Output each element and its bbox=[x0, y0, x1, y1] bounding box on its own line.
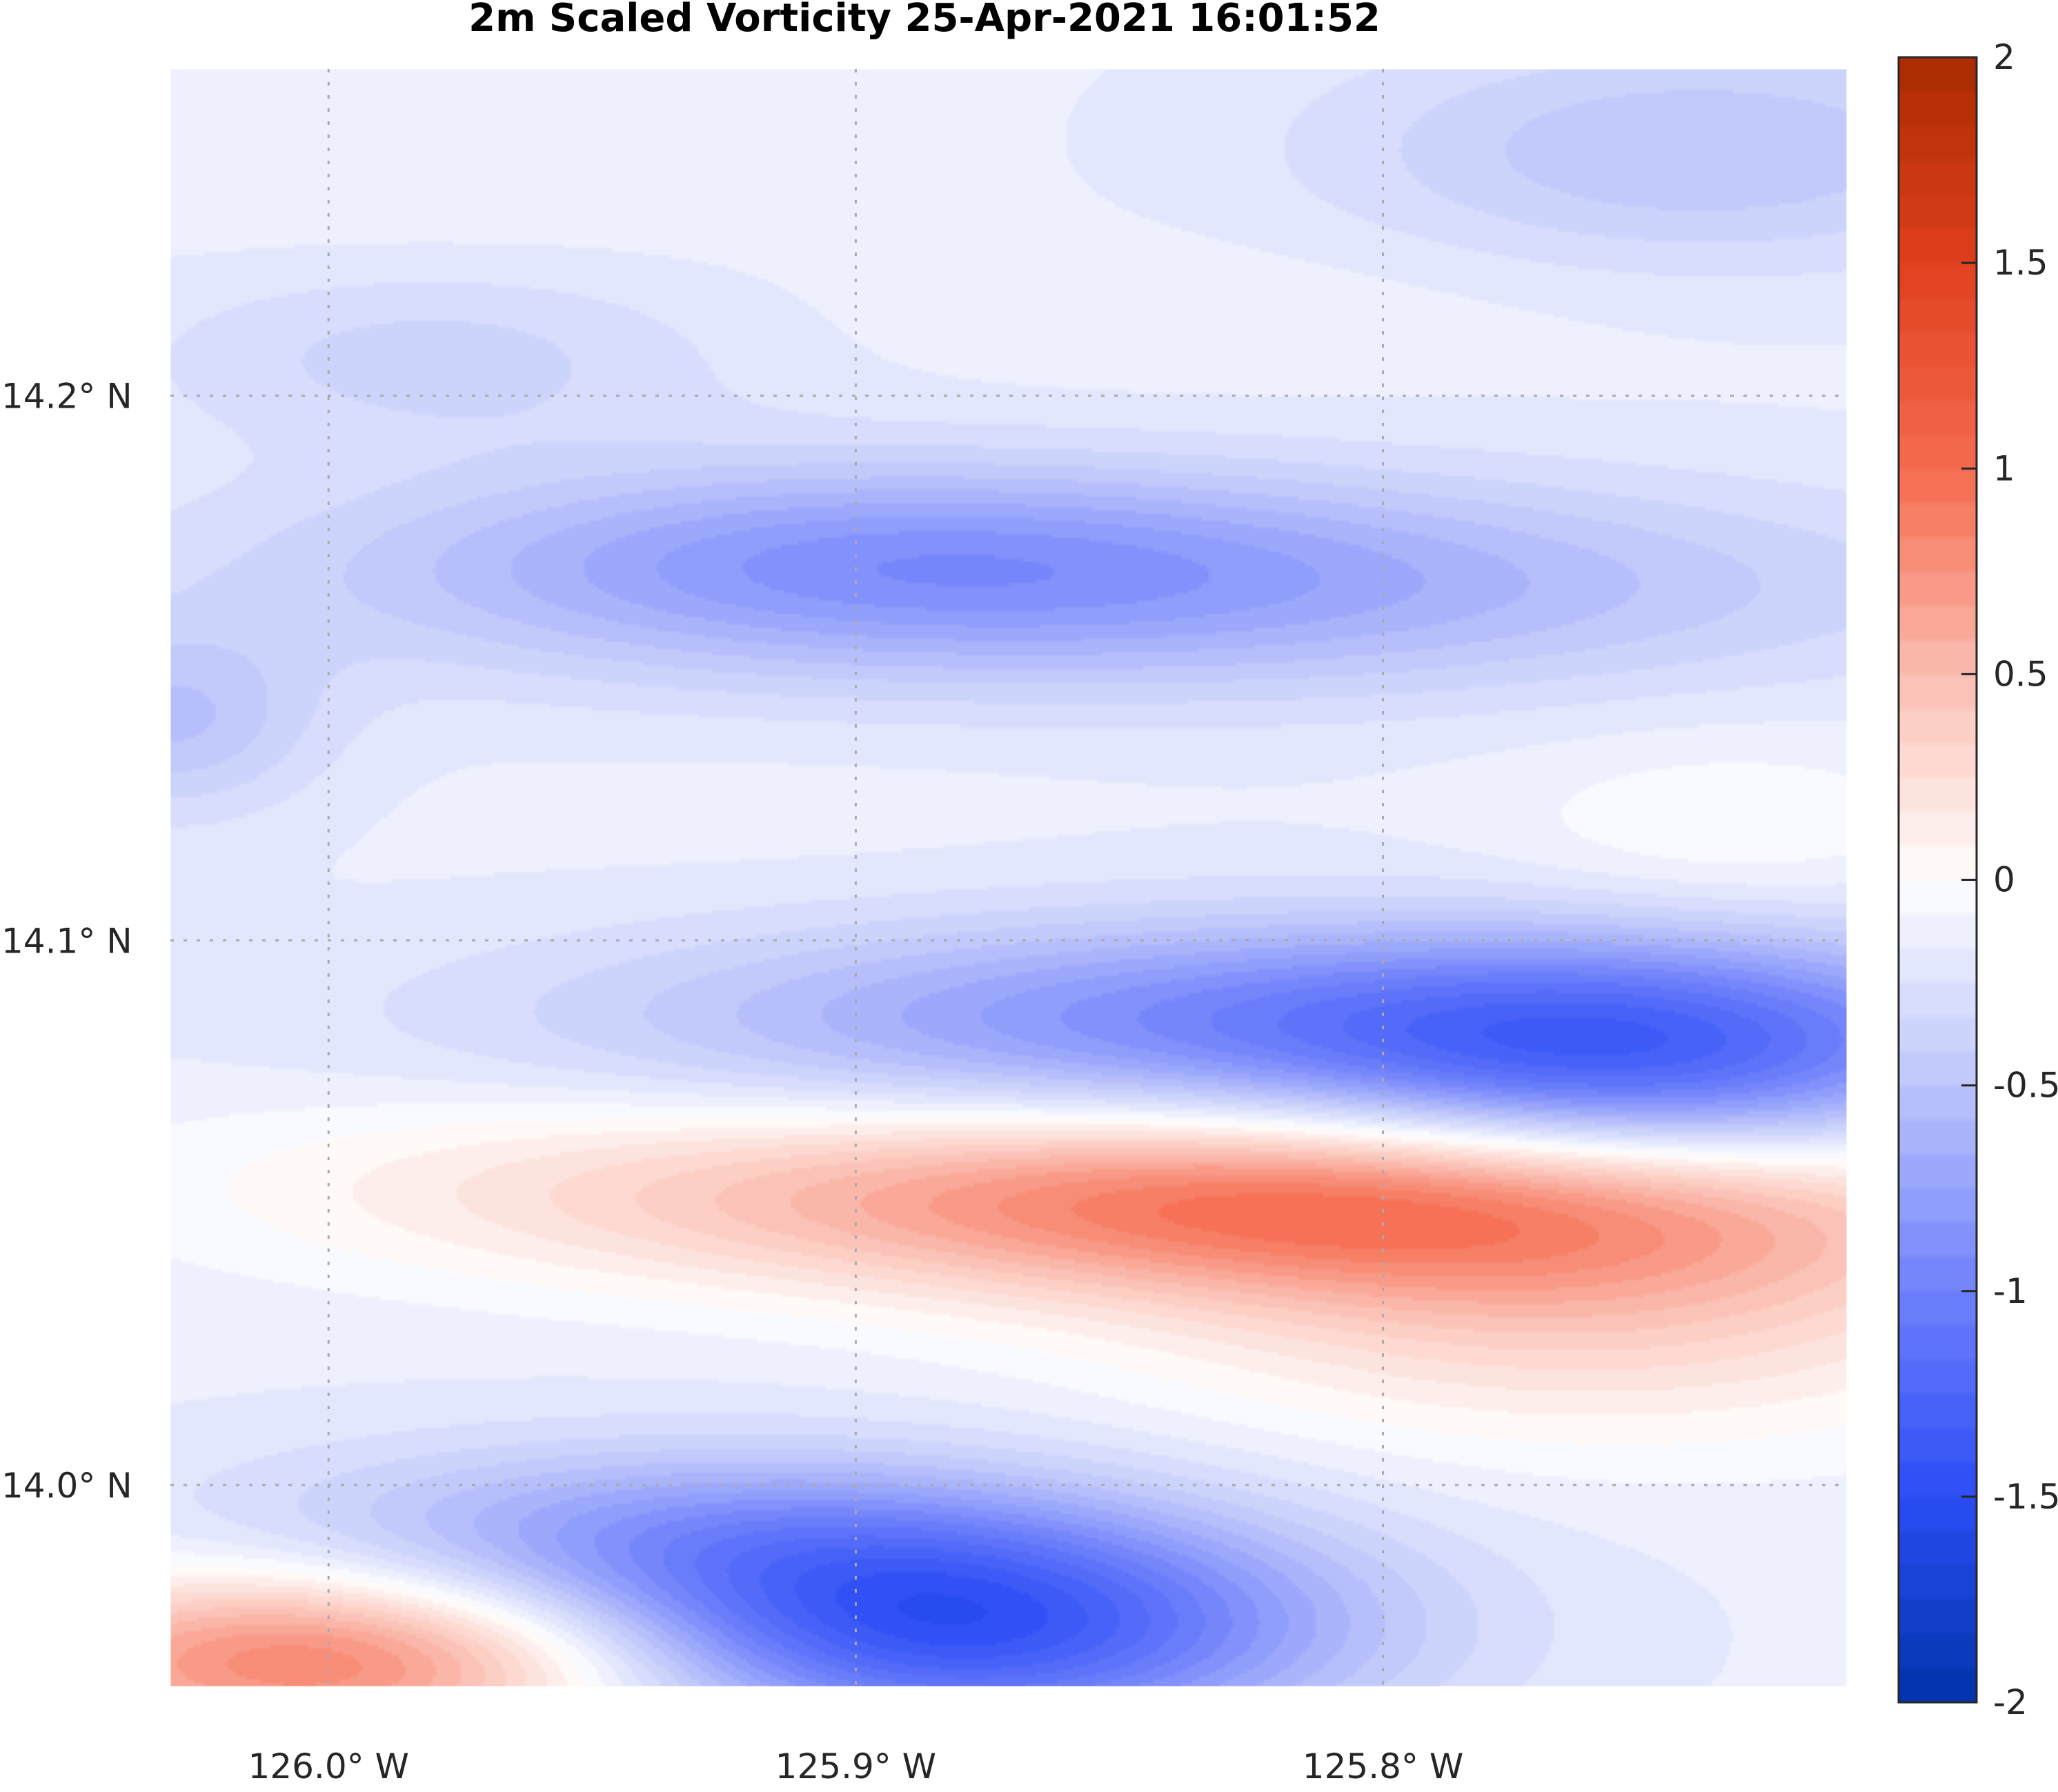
longitude-tick-label: 126.0° W bbox=[248, 1746, 409, 1786]
chart-title: 2m Scaled Vorticity 25-Apr-2021 16:01:52 bbox=[468, 0, 1381, 41]
longitude-tick-label: 125.8° W bbox=[1303, 1746, 1463, 1786]
latitude-tick-label: 14.1° N bbox=[1, 921, 132, 961]
colorbar-tick-label: 1.5 bbox=[1993, 243, 2048, 283]
colorbar-tick-label: -2 bbox=[1993, 1682, 2028, 1722]
colorbar-tick-label: -1 bbox=[1993, 1271, 2028, 1311]
plot-area bbox=[170, 68, 1848, 1687]
colorbar-tick-label: 0.5 bbox=[1993, 654, 2048, 694]
longitude-axis: 126.0° W 125.9° W 125.8° W bbox=[248, 1746, 1464, 1786]
latitude-tick-label: 14.0° N bbox=[1, 1466, 132, 1506]
latitude-tick-label: 14.2° N bbox=[1, 377, 132, 417]
colorbar-tick-label: 0 bbox=[1993, 860, 2015, 900]
colorbar-tick-label: 2 bbox=[1993, 37, 2015, 77]
latitude-axis: 14.2° N 14.1° N 14.0° N bbox=[1, 377, 132, 1506]
colorbar-tick-label: -1.5 bbox=[1993, 1477, 2058, 1517]
longitude-tick-label: 125.9° W bbox=[775, 1746, 936, 1786]
plot-area-frame bbox=[170, 68, 1848, 1687]
colorbar-ticks: 2 1.5 1 0.5 0 -0.5 -1 -1.5 -2 bbox=[1961, 37, 2058, 1722]
colorbar-tick-label: 1 bbox=[1993, 448, 2015, 488]
vorticity-heatmap bbox=[170, 69, 1847, 1686]
colorbar-tick-label: -0.5 bbox=[1993, 1066, 2058, 1106]
colorbar: 2 1.5 1 0.5 0 -0.5 -1 -1.5 -2 bbox=[1897, 37, 2058, 1722]
